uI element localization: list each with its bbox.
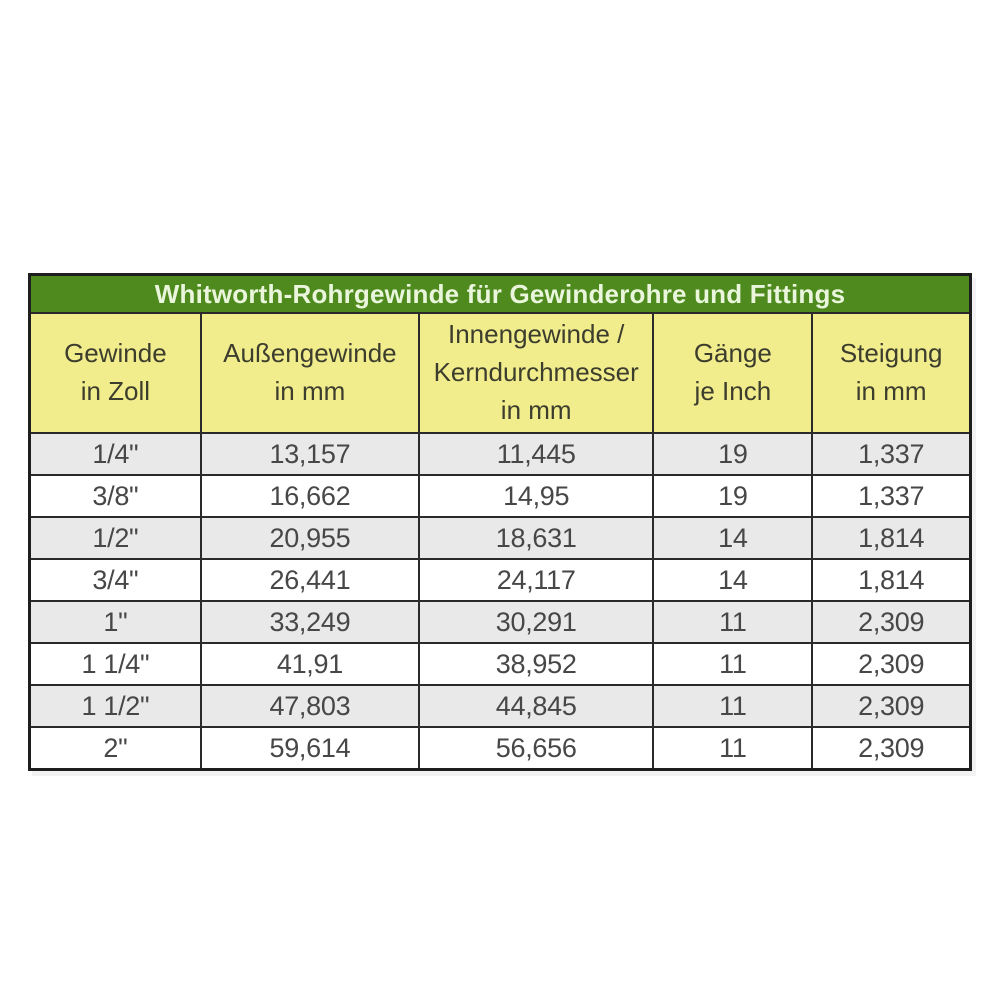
table-cell: 59,614: [199, 726, 421, 771]
table-cell: 19: [652, 474, 814, 518]
table-cell: 14: [652, 558, 814, 602]
table-cell: 1,814: [811, 558, 972, 602]
table-row: 1 1/4" 41,91 38,952 11 2,309: [28, 642, 972, 686]
table-cell: 1,337: [811, 474, 972, 518]
table-row: 3/4" 26,441 24,117 14 1,814: [28, 558, 972, 602]
table-cell: 1 1/2": [28, 684, 202, 728]
table-cell: 14: [652, 516, 814, 560]
table-cell: 1/4": [28, 432, 202, 476]
table-cell: 2": [28, 726, 202, 771]
table-cell: 2,309: [811, 684, 972, 728]
column-header-aussengewinde: Außengewinde in mm: [199, 312, 421, 434]
table-cell: 11: [652, 684, 814, 728]
table-row: 1/4" 13,157 11,445 19 1,337: [28, 432, 972, 476]
table-cell: 26,441: [199, 558, 421, 602]
table-cell: 2,309: [811, 642, 972, 686]
table-cell: 11: [652, 600, 814, 644]
table-cell: 16,662: [199, 474, 421, 518]
table-cell: 19: [652, 432, 814, 476]
whitworth-thread-table: Whitworth-Rohrgewinde für Gewinderohre u…: [28, 273, 972, 771]
table-cell: 33,249: [199, 600, 421, 644]
table-cell: 2,309: [811, 726, 972, 771]
table-cell: 1,814: [811, 516, 972, 560]
table-title-row: Whitworth-Rohrgewinde für Gewinderohre u…: [28, 273, 972, 314]
table-cell: 38,952: [418, 642, 655, 686]
table-cell: 1,337: [811, 432, 972, 476]
table-cell: 1/2": [28, 516, 202, 560]
table-cell: 18,631: [418, 516, 655, 560]
table-cell: 20,955: [199, 516, 421, 560]
table-cell: 1 1/4": [28, 642, 202, 686]
column-header-gaenge-je-inch: Gänge je Inch: [652, 312, 814, 434]
table-row: 3/8" 16,662 14,95 19 1,337: [28, 474, 972, 518]
table-title: Whitworth-Rohrgewinde für Gewinderohre u…: [28, 273, 972, 314]
column-header-gewinde-in-zoll: Gewinde in Zoll: [28, 312, 202, 434]
table-header-row: Gewinde in Zoll Außengewinde in mm Innen…: [28, 312, 972, 434]
table-cell: 24,117: [418, 558, 655, 602]
table-cell: 14,95: [418, 474, 655, 518]
table-cell: 44,845: [418, 684, 655, 728]
table-cell: 47,803: [199, 684, 421, 728]
column-header-innengewinde: Innengewinde / Kerndurchmesser in mm: [418, 312, 655, 434]
table-cell: 30,291: [418, 600, 655, 644]
table-cell: 13,157: [199, 432, 421, 476]
table-cell: 41,91: [199, 642, 421, 686]
column-header-steigung: Steigung in mm: [811, 312, 972, 434]
table-cell: 11: [652, 642, 814, 686]
table-cell: 3/8": [28, 474, 202, 518]
table-row: 1 1/2" 47,803 44,845 11 2,309: [28, 684, 972, 728]
table-cell: 11,445: [418, 432, 655, 476]
table-cell: 1": [28, 600, 202, 644]
table-row: 1" 33,249 30,291 11 2,309: [28, 600, 972, 644]
table-cell: 2,309: [811, 600, 972, 644]
table-row: 1/2" 20,955 18,631 14 1,814: [28, 516, 972, 560]
data-table: Whitworth-Rohrgewinde für Gewinderohre u…: [28, 273, 972, 771]
table-cell: 3/4": [28, 558, 202, 602]
table-cell: 56,656: [418, 726, 655, 771]
table-cell: 11: [652, 726, 814, 771]
table-row: 2" 59,614 56,656 11 2,309: [28, 726, 972, 771]
